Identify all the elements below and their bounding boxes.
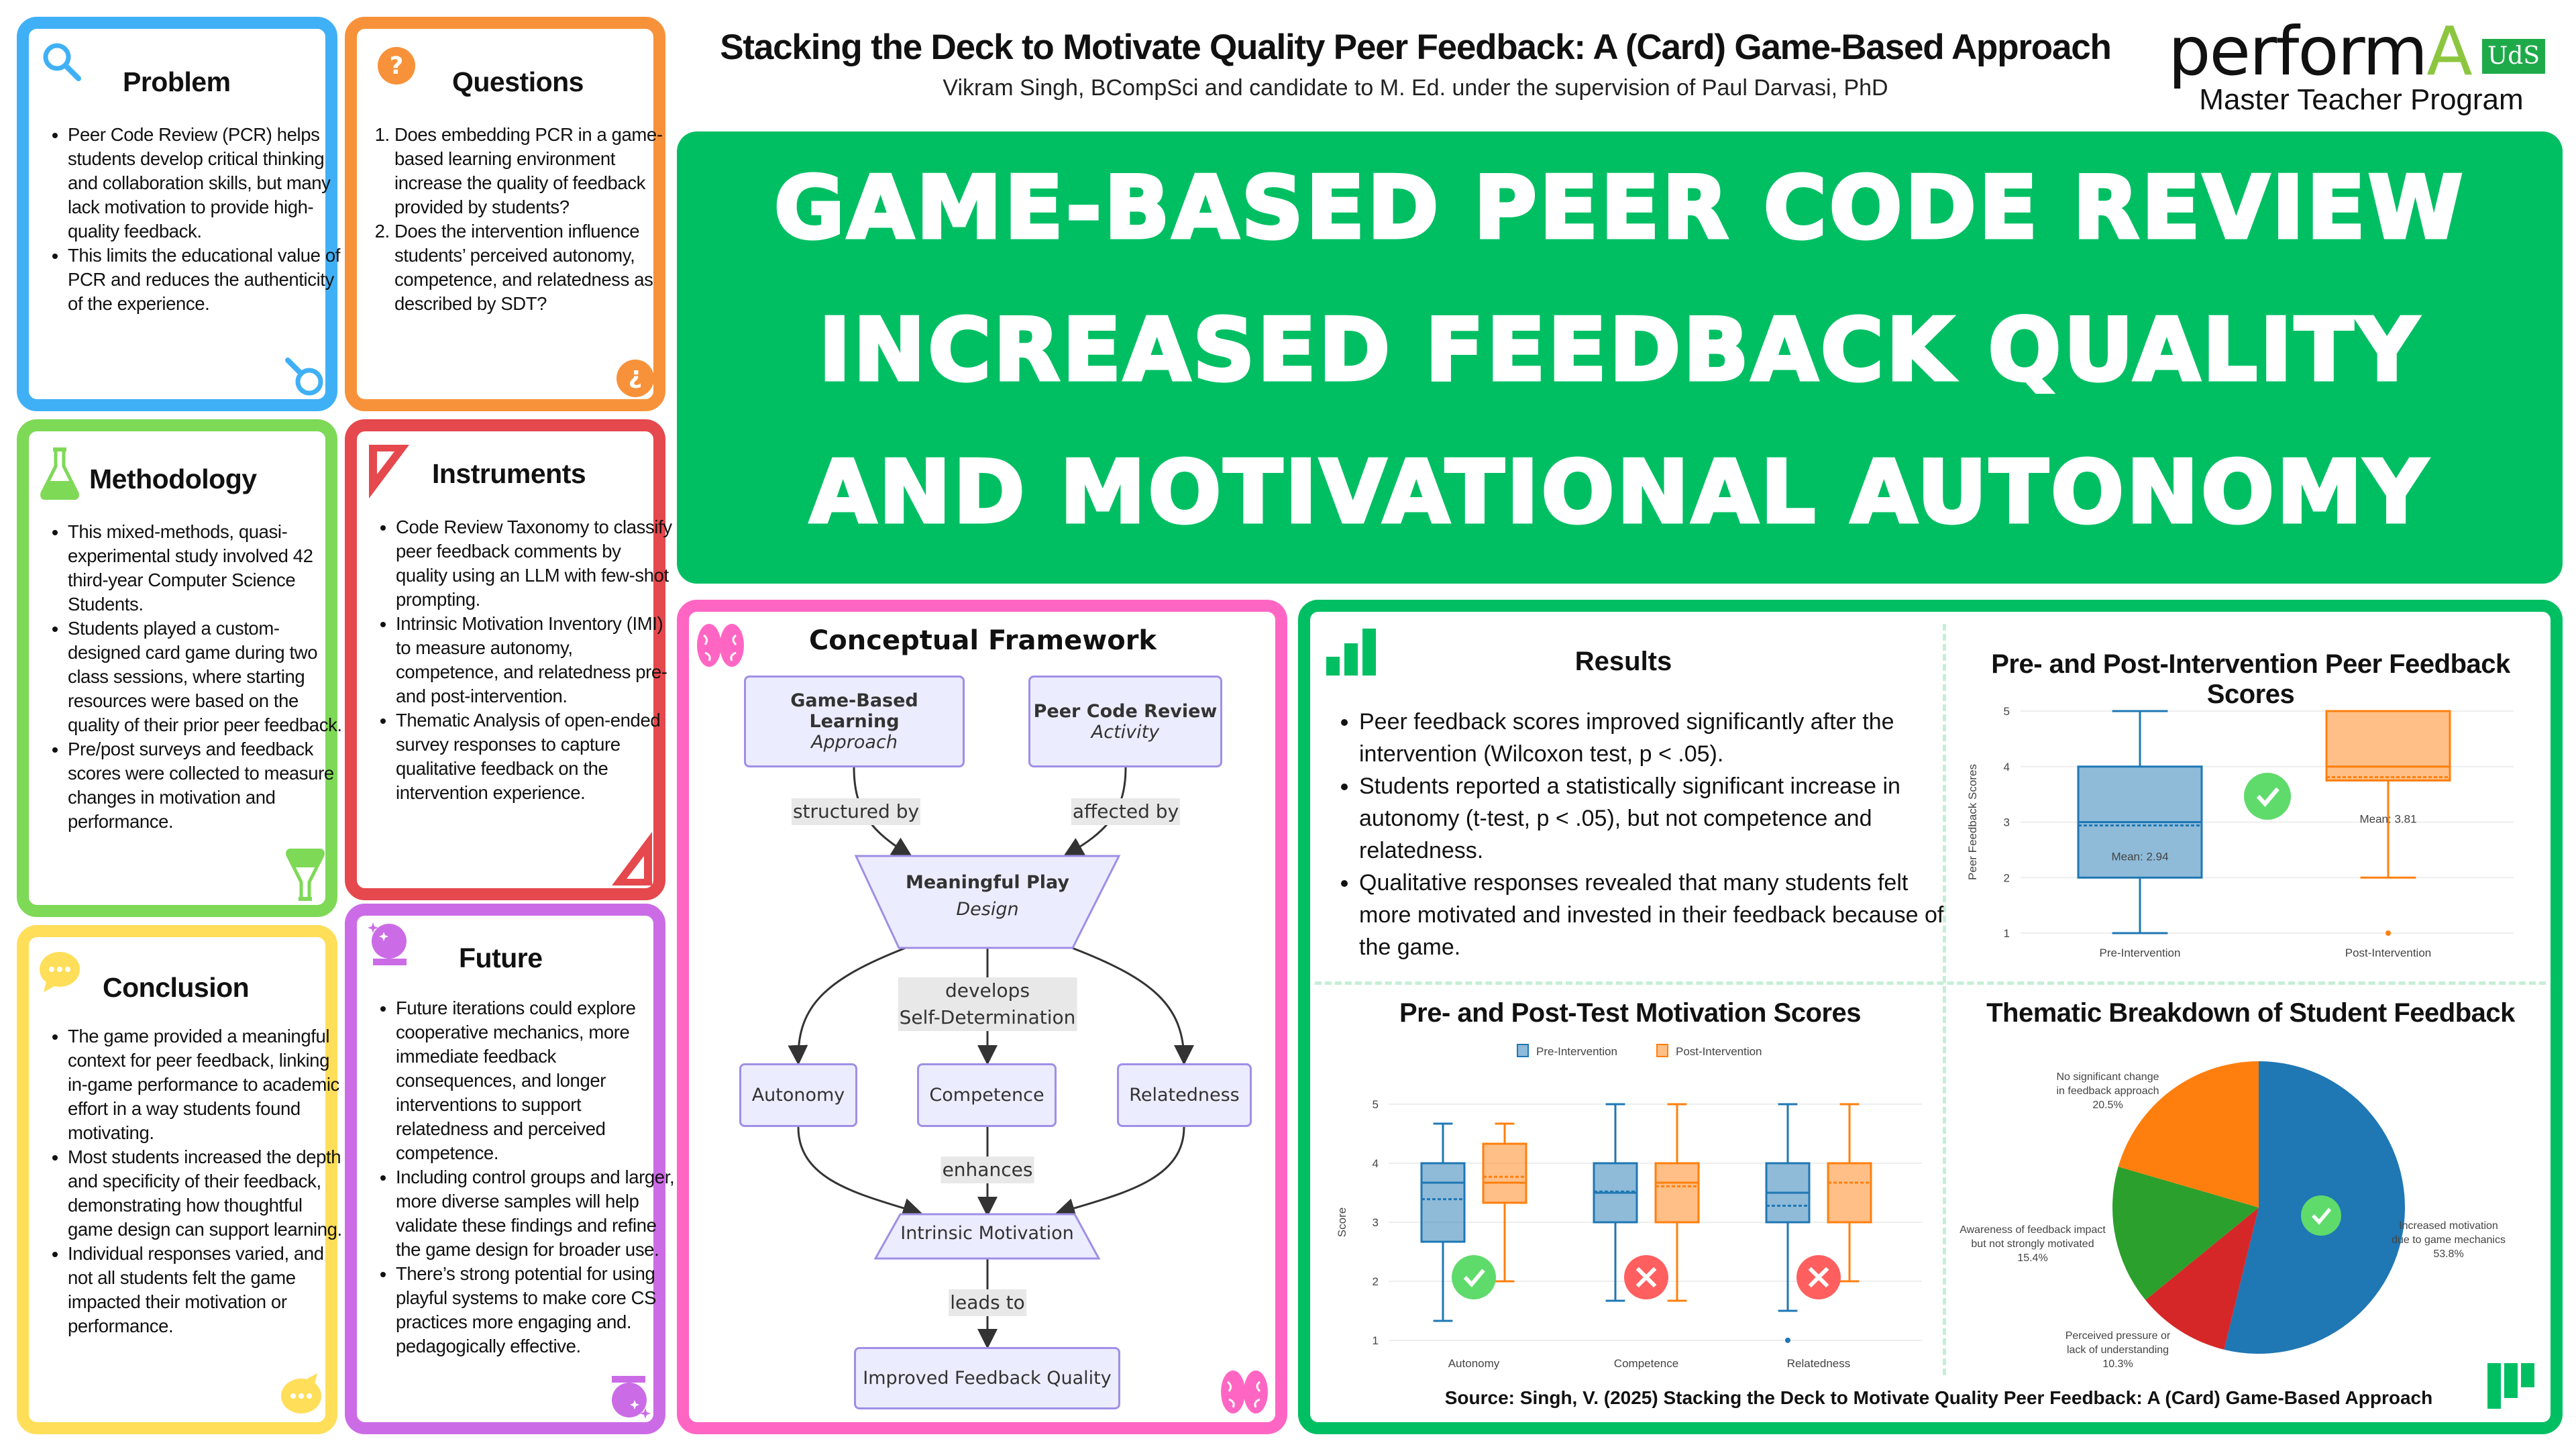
results-list: Peer feedback scores improved significan… [1342, 706, 1949, 963]
list-item: Peer Code Review (PCR) helps students de… [68, 123, 348, 244]
panel-title: Conclusion [103, 972, 250, 1003]
list-item: Including control groups and larger, mor… [396, 1165, 676, 1262]
list-item: Peer feedback scores improved significan… [1359, 706, 1949, 770]
node-game-based-learning: Game-Based Learning Approach [744, 676, 965, 767]
problem-panel: Problem Peer Code Review (PCR) helps stu… [17, 17, 340, 411]
magnifier-icon [285, 358, 323, 396]
questions-panel: ? Questions Does embedding PCR in a game… [345, 17, 665, 411]
node-relatedness: Relatedness [1117, 1063, 1252, 1127]
list-item: Qualitative responses revealed that many… [1359, 867, 1949, 963]
poster-authors: Vikram Singh, BCompSci and candidate to … [943, 75, 1888, 101]
list-item: Future iterations could explore cooperat… [396, 996, 676, 1165]
flask-icon [40, 447, 79, 500]
instruments-panel: Instruments Code Review Taxonomy to clas… [345, 419, 672, 900]
edge-arrow [1055, 1126, 1185, 1218]
node-peer-code-review: Peer Code Review Activity [1028, 676, 1222, 767]
list-item: Intrinsic Motivation Inventory (IMI) to … [396, 612, 676, 708]
bar-chart-icon [1326, 629, 1376, 676]
headline-line: INCREASED FEEDBACK QUALITY [817, 299, 2421, 402]
edge-label: develops Self-Determination [898, 977, 1077, 1031]
results-divider-horizontal [1315, 981, 2546, 985]
poster-title: Stacking the Deck to Motivate Quality Pe… [720, 28, 2112, 67]
list-item: This limits the educational value of PCR… [68, 244, 348, 316]
headline-line: AND MOTIVATIONAL AUTONOMY [808, 441, 2430, 545]
source-citation: Source: Singh, V. (2025) Stacking the De… [1444, 1387, 2433, 1408]
framework-title: Conceptual Framework [808, 625, 1157, 656]
node-improved-feedback-quality: Improved Feedback Quality [854, 1347, 1120, 1409]
panel-title: Future [459, 943, 543, 973]
uds-logo: UdS [2482, 39, 2545, 74]
edge-arrow [788, 947, 906, 1065]
list-item: This mixed-methods, quasi-experimental s… [68, 520, 348, 616]
question-icon: ? [378, 47, 415, 85]
edge-label: affected by [1071, 798, 1181, 825]
node-competence: Competence [917, 1063, 1057, 1127]
program-name: Master Teacher Program [2199, 83, 2524, 116]
node-intrinsic-motivation: Intrinsic Motivation [900, 1223, 1074, 1244]
edge-label: enhances [941, 1157, 1034, 1183]
chart-title: Thematic Breakdown of Student Feedback [1986, 998, 2515, 1028]
panel-title: Questions [452, 66, 584, 97]
list-item: Most students increased the depth and sp… [68, 1145, 348, 1242]
bars-icon [2487, 1363, 2534, 1409]
headline-banner: GAME-BASED PEER CODE REVIEW INCREASED FE… [677, 131, 2563, 584]
list-item: Students played a custom-designed card g… [68, 616, 348, 737]
edge-label: structured by [791, 798, 921, 825]
methodology-panel: Methodology This mixed-methods, quasi-ex… [17, 419, 342, 917]
magnifier-icon [43, 43, 81, 81]
question-icon: ? [616, 360, 654, 397]
crystal-ball-icon [612, 1376, 651, 1419]
panel-title: Problem [123, 66, 231, 97]
set-square-icon [369, 445, 409, 498]
perform-logo: performA [2168, 12, 2473, 91]
results-divider-vertical [1943, 624, 1946, 1375]
svg-text:?: ? [629, 364, 643, 392]
chart-title: Pre- and Post-Intervention Peer Feedback… [1991, 649, 2510, 709]
list-item: There’s strong potential for using playf… [396, 1262, 676, 1358]
meaningful-play-shape [854, 855, 1121, 949]
future-list: Future iterations could explore cooperat… [357, 996, 676, 1358]
panel-title: Methodology [89, 464, 257, 494]
node-meaningful-play: Meaningful Play Design [905, 872, 1070, 920]
brain-icon [1221, 1371, 1268, 1413]
speech-bubble-icon [40, 952, 80, 992]
set-square-icon [612, 832, 652, 885]
edge-label: leads to [949, 1289, 1026, 1316]
list-item: Thematic Analysis of open-ended survey r… [396, 708, 676, 805]
svg-text:?: ? [390, 52, 404, 80]
list-item: Does the intervention influence students… [394, 219, 669, 316]
crystal-ball-icon [368, 922, 407, 965]
panel-title: Instruments [432, 458, 586, 489]
list-item: Students reported a statistically signif… [1359, 770, 1949, 867]
list-item: Individual responses varied, and not all… [68, 1242, 348, 1338]
questions-list: Does embedding PCR in a game-based learn… [357, 123, 669, 316]
edge-arrow [797, 1126, 923, 1218]
list-item: Code Review Taxonomy to classify peer fe… [396, 515, 676, 612]
problem-list: Peer Code Review (PCR) helps students de… [29, 123, 348, 316]
speech-bubble-icon [281, 1373, 321, 1413]
future-panel: Future Future iterations could explore c… [345, 904, 675, 1434]
headline-line: GAME-BASED PEER CODE REVIEW [772, 157, 2466, 260]
brain-icon [697, 624, 744, 667]
edge-arrow [1071, 947, 1194, 1065]
instruments-list: Code Review Taxonomy to classify peer fe… [357, 515, 676, 805]
node-autonomy: Autonomy [739, 1063, 857, 1127]
list-item: Does embedding PCR in a game-based learn… [394, 123, 669, 219]
list-item: The game provided a meaningful context f… [68, 1024, 348, 1145]
results-title: Results [1574, 647, 1672, 676]
conclusion-list: The game provided a meaningful context f… [29, 1024, 348, 1338]
list-item: Pre/post surveys and feedback scores wer… [68, 737, 348, 834]
intrinsic-motivation-shape [873, 1213, 1101, 1260]
chart-title: Pre- and Post-Test Motivation Scores [1399, 998, 1862, 1028]
conclusion-panel: Conclusion The game provided a meaningfu… [17, 925, 342, 1434]
flask-icon [286, 849, 325, 901]
methodology-list: This mixed-methods, quasi-experimental s… [29, 520, 348, 834]
